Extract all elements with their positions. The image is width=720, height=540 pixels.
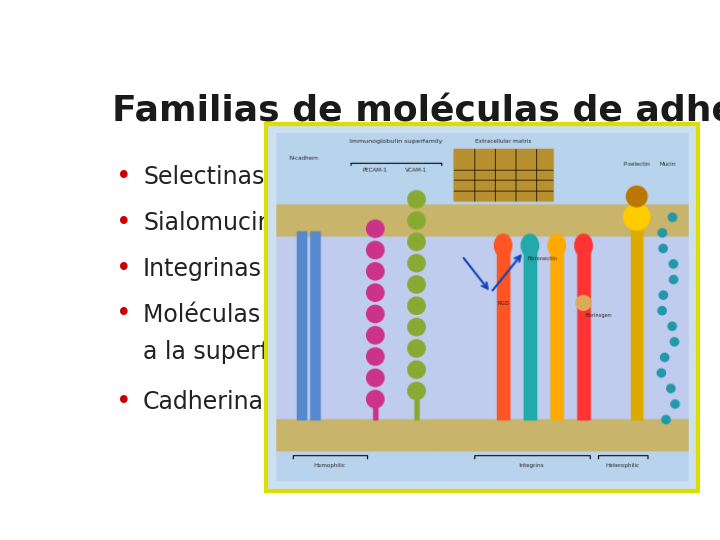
Text: •: •	[116, 389, 131, 415]
Text: Integrinas: Integrinas	[143, 256, 262, 281]
Text: •: •	[116, 255, 131, 281]
Text: Cadherinas: Cadherinas	[143, 389, 276, 414]
Text: Familias de moléculas de adhesión (CAMs): Familias de moléculas de adhesión (CAMs)	[112, 94, 720, 128]
Text: Selectinas: Selectinas	[143, 165, 264, 189]
Text: Sialomucinas: Sialomucinas	[143, 211, 300, 235]
Text: •: •	[116, 210, 131, 236]
Text: •: •	[116, 164, 131, 190]
Text: Moléculas pertenecientes: Moléculas pertenecientes	[143, 301, 446, 327]
Text: a la superflia de Ig: a la superflia de Ig	[143, 340, 362, 364]
Text: •: •	[116, 301, 131, 327]
